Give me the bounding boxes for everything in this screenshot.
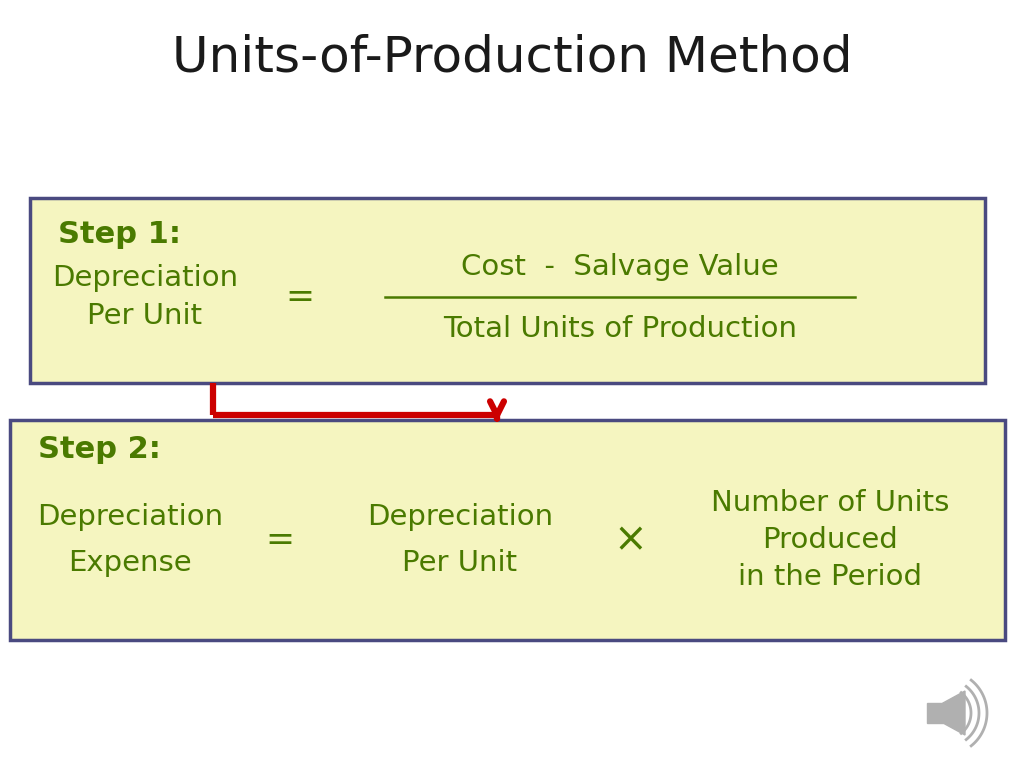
Text: Produced: Produced	[762, 526, 898, 554]
Text: Depreciation: Depreciation	[367, 503, 553, 531]
Text: Step 1:: Step 1:	[58, 220, 181, 249]
Text: =: =	[286, 280, 314, 314]
FancyBboxPatch shape	[30, 198, 985, 383]
Text: Depreciation: Depreciation	[52, 264, 238, 292]
Text: Total Units of Production: Total Units of Production	[443, 315, 797, 343]
Text: Step 2:: Step 2:	[38, 435, 161, 464]
FancyBboxPatch shape	[10, 420, 1005, 640]
Text: Per Unit: Per Unit	[87, 302, 203, 330]
Text: Depreciation: Depreciation	[37, 503, 223, 531]
Text: =: =	[265, 523, 295, 557]
FancyBboxPatch shape	[927, 703, 943, 723]
Text: Cost  -  Salvage Value: Cost - Salvage Value	[461, 253, 779, 281]
Text: Expense: Expense	[69, 549, 191, 577]
Text: in the Period: in the Period	[738, 563, 922, 591]
Text: Per Unit: Per Unit	[402, 549, 517, 577]
Text: ×: ×	[613, 520, 647, 560]
Text: Number of Units: Number of Units	[711, 489, 949, 517]
Polygon shape	[943, 691, 965, 735]
Text: Units-of-Production Method: Units-of-Production Method	[172, 34, 852, 82]
